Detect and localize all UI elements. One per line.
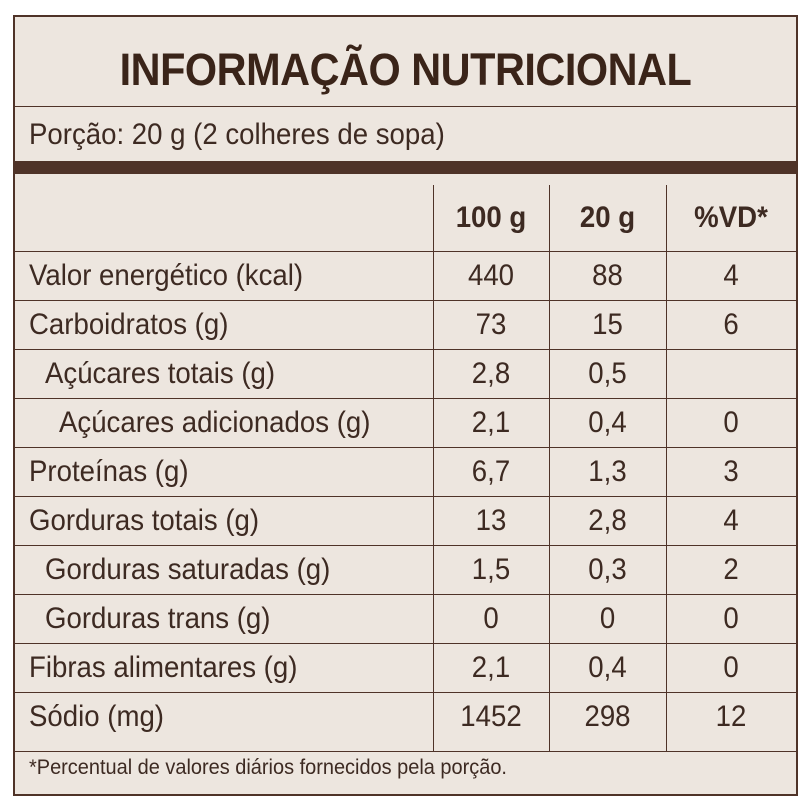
value-daily-percent: 0 — [723, 602, 739, 635]
nutrient-name: Carboidratos (g) — [29, 308, 229, 341]
row-divider — [15, 643, 796, 644]
value-per-portion: 0,3 — [588, 553, 627, 586]
value-per-portion: 298 — [584, 700, 631, 733]
portion-divider — [15, 161, 796, 174]
value-daily-percent: 0 — [723, 651, 739, 684]
value-per-100g: 2,1 — [471, 406, 511, 439]
header-col-100g: 100 g — [455, 201, 527, 234]
row-divider — [15, 447, 796, 448]
nutrient-name: Gorduras trans (g) — [45, 602, 271, 635]
nutrient-name: Gorduras saturadas (g) — [45, 553, 331, 586]
row-divider — [15, 594, 796, 595]
label-title: INFORMAÇÃO NUTRICIONAL — [119, 44, 692, 95]
column-divider — [666, 185, 667, 751]
value-per-100g: 2,8 — [471, 357, 511, 390]
row-divider — [15, 692, 796, 693]
nutrient-name: Sódio (mg) — [29, 700, 164, 733]
value-per-100g: 1452 — [460, 700, 522, 733]
nutrient-name: Valor energético (kcal) — [29, 259, 304, 292]
value-per-100g: 1,5 — [471, 553, 511, 586]
value-per-portion: 0,5 — [588, 357, 627, 390]
value-per-portion: 1,3 — [588, 455, 627, 488]
column-divider — [549, 185, 550, 751]
value-per-100g: 2,1 — [471, 651, 511, 684]
table-bottom-rule — [15, 751, 796, 752]
nutrient-name: Açúcares totais (g) — [45, 357, 276, 390]
value-daily-percent: 12 — [715, 700, 747, 733]
value-per-100g: 0 — [483, 602, 499, 635]
header-rule — [15, 251, 796, 252]
value-daily-percent: 4 — [723, 504, 739, 537]
title-divider — [15, 106, 796, 107]
value-per-100g: 440 — [467, 259, 515, 292]
footnote: *Percentual de valores diários fornecido… — [29, 756, 507, 779]
value-per-portion: 15 — [592, 308, 623, 341]
value-daily-percent: 2 — [723, 553, 739, 586]
row-divider — [15, 398, 796, 399]
value-daily-percent: 3 — [723, 455, 739, 488]
header-col-vd: %VD* — [694, 201, 768, 234]
value-per-100g: 13 — [475, 504, 507, 537]
value-per-100g: 73 — [475, 308, 507, 341]
header-col-portion: 20 g — [579, 201, 636, 234]
value-per-portion: 2,8 — [588, 504, 627, 537]
value-per-portion: 0 — [599, 602, 616, 635]
nutrient-name: Fibras alimentares (g) — [29, 651, 298, 684]
portion-size: Porção: 20 g (2 colheres de sopa) — [29, 118, 445, 151]
value-daily-percent: 6 — [723, 308, 739, 341]
row-divider — [15, 545, 796, 546]
column-divider — [433, 185, 434, 751]
value-per-portion: 88 — [592, 259, 623, 292]
value-per-portion: 0,4 — [588, 651, 627, 684]
row-divider — [15, 300, 796, 301]
nutrient-name: Proteínas (g) — [29, 455, 189, 488]
value-daily-percent: 0 — [723, 406, 739, 439]
value-per-100g: 6,7 — [471, 455, 511, 488]
nutrition-facts-label: INFORMAÇÃO NUTRICIONAL Porção: 20 g (2 c… — [13, 15, 798, 796]
nutrient-name: Açúcares adicionados (g) — [59, 406, 371, 439]
value-daily-percent: 4 — [723, 259, 739, 292]
value-per-portion: 0,4 — [588, 406, 627, 439]
row-divider — [15, 349, 796, 350]
nutrient-name: Gorduras totais (g) — [29, 504, 260, 537]
row-divider — [15, 496, 796, 497]
